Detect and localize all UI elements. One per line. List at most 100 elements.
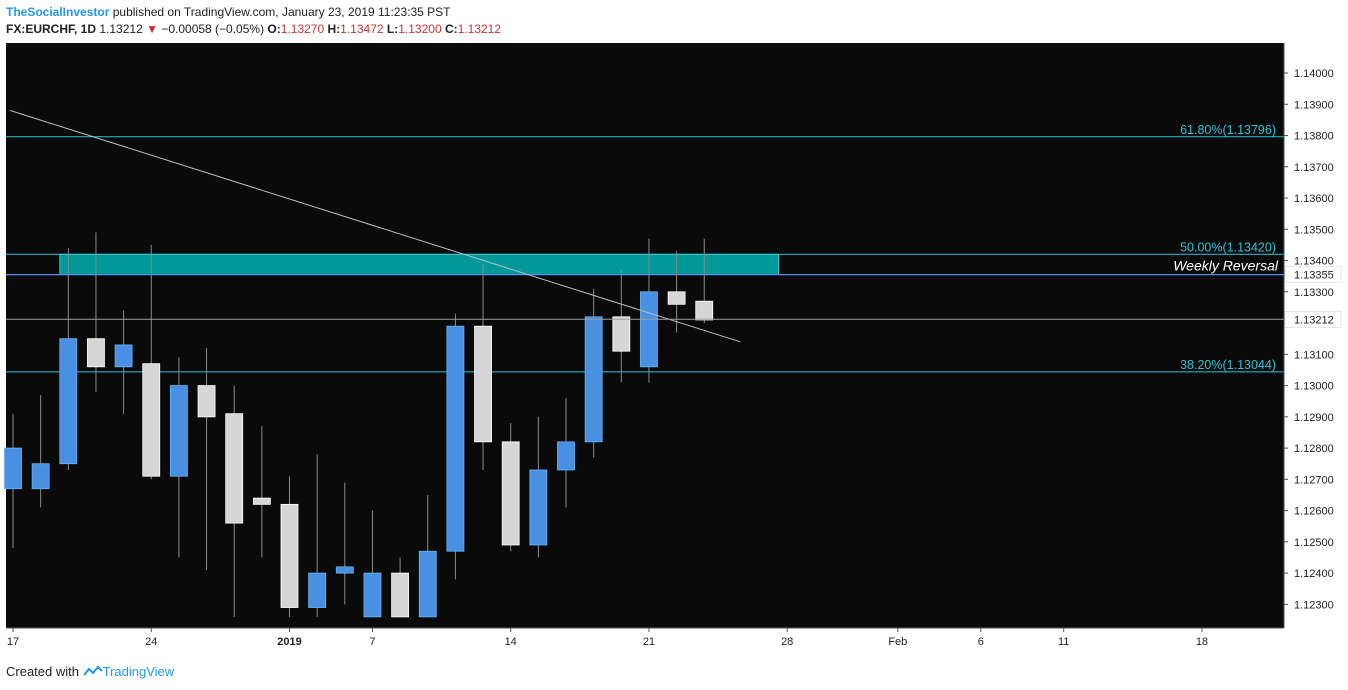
last-price: 1.13212 xyxy=(99,22,143,36)
candle-10[interactable] xyxy=(280,476,299,617)
candle-7[interactable] xyxy=(197,348,216,570)
x-tick-label-1: 24 xyxy=(145,636,157,648)
candle-body-16 xyxy=(446,325,465,552)
y-tick-label-11: 1.12800 xyxy=(1294,443,1334,455)
candle-22[interactable] xyxy=(612,269,631,383)
candle-18[interactable] xyxy=(501,423,520,552)
high-label: H: xyxy=(327,22,341,36)
price-change: −0.00058 (−0.05%) xyxy=(161,22,265,36)
x-tick-label-6: 28 xyxy=(781,636,793,648)
candle-4[interactable] xyxy=(114,310,133,414)
publish-line: TheSocialInvestor published on TradingVi… xyxy=(6,4,501,21)
candles xyxy=(4,232,714,618)
candle-0[interactable] xyxy=(4,413,22,549)
candle-body-3 xyxy=(87,338,105,368)
y-tick-label-6: 1.13400 xyxy=(1294,256,1334,268)
x-tick-label-3: 7 xyxy=(369,636,375,648)
candle-body-5 xyxy=(142,363,161,477)
candle-body-14 xyxy=(391,572,410,618)
candle-body-22 xyxy=(612,316,631,352)
close-label: C: xyxy=(444,22,458,36)
footer: Created with TradingView xyxy=(6,664,174,679)
candle-11[interactable] xyxy=(308,454,327,617)
zone-edge-tag-box xyxy=(1284,266,1342,283)
y-tick-label-12: 1.12700 xyxy=(1294,474,1334,486)
x-tick-label-9: 11 xyxy=(1058,636,1069,648)
y-tick-label-14: 1.12500 xyxy=(1294,537,1334,549)
weekly-reversal-zone: Weekly Reversal xyxy=(6,253,1284,276)
x-tick-label-0: 17 xyxy=(7,636,19,648)
candle-5[interactable] xyxy=(142,244,161,480)
candlestick-chart[interactable]: 61.80%(1.13796) 50.00%(1.13420) 38.20%(1.1… xyxy=(0,42,1348,656)
reversal-zone-label: Weekly Reversal xyxy=(1173,257,1279,273)
tradingview-logo-icon xyxy=(82,664,103,679)
y-tick-label-0: 1.14000 xyxy=(1294,68,1334,80)
close-value: 1.13212 xyxy=(457,22,502,36)
candle-body-8 xyxy=(225,413,244,524)
y-tick-label-16: 1.12300 xyxy=(1294,599,1334,611)
candle-13[interactable] xyxy=(363,510,382,618)
candle-6[interactable] xyxy=(169,357,188,558)
chart-header: TheSocialInvestor published on TradingVi… xyxy=(6,4,501,38)
symbol-label: FX:EURCHF, 1D xyxy=(6,22,97,36)
candle-body-15 xyxy=(418,550,437,618)
y-tick-label-4: 1.13600 xyxy=(1294,193,1334,205)
candle-body-6 xyxy=(169,385,188,477)
candle-body-11 xyxy=(308,572,327,608)
candle-23[interactable] xyxy=(640,238,658,383)
y-tick-label-2: 1.13800 xyxy=(1294,131,1334,143)
candle-body-21 xyxy=(584,316,603,443)
candle-body-12 xyxy=(335,566,354,574)
author-link[interactable]: TheSocialInvestor xyxy=(6,5,110,19)
published-text: published on TradingView.com, January 23… xyxy=(112,5,451,19)
candle-body-1 xyxy=(31,463,50,490)
tradingview-brand[interactable]: TradingView xyxy=(102,664,175,679)
zone-edge-tag-text: 1.13355 xyxy=(1294,270,1334,282)
candle-body-10 xyxy=(280,503,299,608)
trendline-segment[interactable] xyxy=(10,110,741,343)
reversal-zone-box[interactable] xyxy=(59,253,780,276)
created-with-text: Created with xyxy=(6,664,79,679)
y-tick-label-3: 1.13700 xyxy=(1294,162,1334,174)
y-tick-label-15: 1.12400 xyxy=(1294,568,1334,580)
candle-17[interactable] xyxy=(474,263,492,470)
candle-body-19 xyxy=(529,469,548,546)
y-axis[interactable]: 1.14000 1.13900 1.13800 1.13700 1.13600 1.135… xyxy=(1284,68,1342,611)
y-tick-label-10: 1.12900 xyxy=(1294,412,1334,424)
candle-8[interactable] xyxy=(225,385,244,617)
candle-body-4 xyxy=(114,344,133,368)
fib-level-label-0: 61.80%(1.13796) xyxy=(1180,123,1276,137)
fib-level-label-2: 38.20%(1.13044) xyxy=(1180,358,1276,372)
candle-21[interactable] xyxy=(584,288,603,458)
fib-level-label-1: 50.00%(1.13420) xyxy=(1180,240,1276,254)
candle-3[interactable] xyxy=(87,232,105,392)
candle-16[interactable] xyxy=(446,313,465,580)
y-tick-label-13: 1.12600 xyxy=(1294,506,1334,518)
x-tick-label-8: 6 xyxy=(978,636,984,648)
candle-25[interactable] xyxy=(695,238,714,324)
low-label: L: xyxy=(386,22,399,36)
x-tick-label-10: 18 xyxy=(1196,636,1208,648)
x-tick-label-4: 14 xyxy=(505,636,517,648)
high-value: 1.13472 xyxy=(340,22,384,36)
candle-15[interactable] xyxy=(418,494,437,618)
candle-20[interactable] xyxy=(557,398,575,508)
candle-2[interactable] xyxy=(59,248,78,470)
candle-12[interactable] xyxy=(335,482,354,605)
ohlc-line: FX:EURCHF, 1D 1.13212 ▼ −0.00058 (−0.05%… xyxy=(6,21,501,38)
candle-body-7 xyxy=(197,385,216,418)
last-price-tag-box xyxy=(1284,311,1342,328)
candle-19[interactable] xyxy=(529,416,548,558)
low-value: 1.13200 xyxy=(398,22,442,36)
trendline[interactable] xyxy=(10,110,741,343)
candle-body-18 xyxy=(501,441,520,546)
x-axis[interactable]: 17 24 2019 7 14 21 28 Feb 6 11 18 xyxy=(7,628,1208,648)
candle-1[interactable] xyxy=(31,394,50,508)
candle-body-20 xyxy=(557,441,575,471)
open-label: O: xyxy=(267,22,281,36)
candle-body-17 xyxy=(474,325,492,443)
y-tick-label-1: 1.13900 xyxy=(1294,99,1334,111)
x-tick-label-7: Feb xyxy=(888,636,907,648)
candle-9[interactable] xyxy=(252,426,271,558)
candle-14[interactable] xyxy=(391,557,410,618)
